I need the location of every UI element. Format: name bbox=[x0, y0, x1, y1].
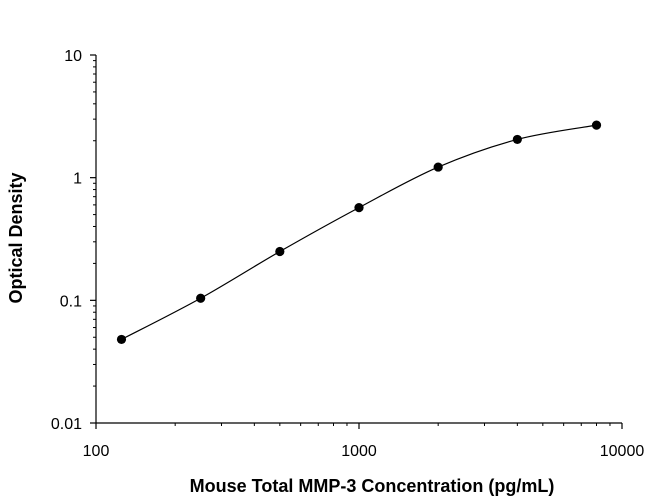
fit-curve-layer bbox=[121, 124, 597, 340]
x-tick-label: 1000 bbox=[341, 443, 377, 460]
x-axis-title: Mouse Total MMP-3 Concentration (pg/mL) bbox=[190, 476, 555, 496]
data-point bbox=[354, 203, 364, 213]
y-tick-label: 0.1 bbox=[60, 293, 82, 310]
y-axis-title: Optical Density bbox=[6, 172, 26, 303]
data-point bbox=[512, 134, 522, 145]
data-points-layer bbox=[116, 120, 602, 345]
x-tick-label: 10000 bbox=[600, 443, 645, 460]
data-point bbox=[591, 120, 602, 130]
y-tick-label: 0.01 bbox=[51, 416, 82, 433]
tick-labels-layer: 0.01 0.1 1 10 100 1000 10000 bbox=[51, 48, 644, 460]
axes bbox=[90, 54, 623, 429]
y-tick-label: 1 bbox=[73, 171, 82, 188]
data-point bbox=[433, 162, 443, 172]
data-point bbox=[196, 293, 206, 303]
data-point bbox=[275, 246, 285, 257]
x-tick-label: 100 bbox=[83, 443, 110, 460]
data-point bbox=[116, 334, 127, 345]
fit-curve bbox=[121, 124, 597, 340]
y-tick-label: 10 bbox=[64, 48, 82, 65]
